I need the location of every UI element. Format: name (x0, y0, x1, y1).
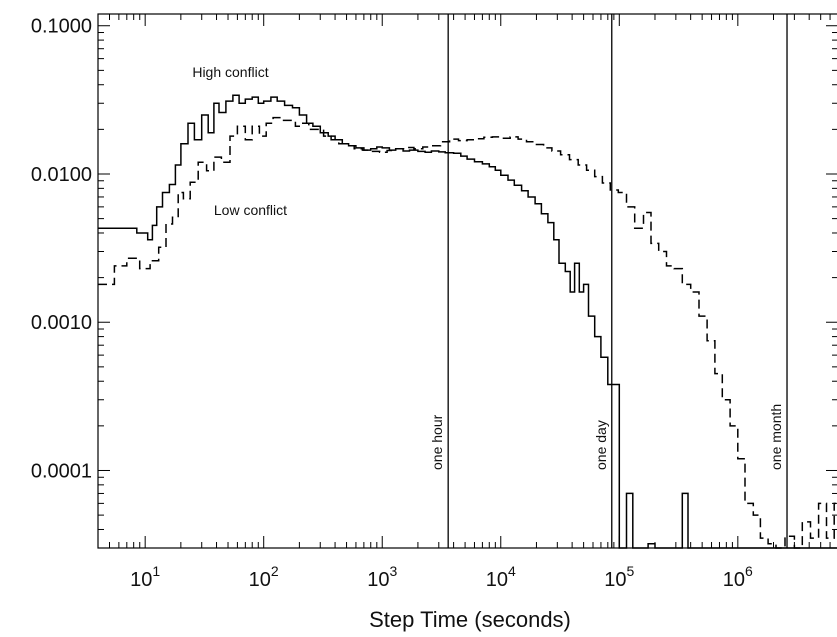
low-conflict-series (98, 116, 837, 549)
series-annotation: High conflict (192, 64, 268, 80)
tick-labels: 101 102 103 104 105 106 0.1000 0.0100 0.0010 0.00… (31, 16, 753, 591)
x-tick-label: 102 (249, 563, 279, 591)
axis-ticks (97, 14, 837, 549)
reference-lines: one hour one day one month (429, 14, 788, 548)
plot-frame (97, 13, 837, 549)
x-tick-label: 106 (723, 563, 753, 591)
series-annotation: Low conflict (214, 202, 287, 218)
x-tick-label: 104 (486, 563, 516, 591)
x-tick-label: 101 (130, 563, 160, 591)
y-tick-label: 0.0100 (31, 164, 92, 186)
reference-line-label: one day (593, 420, 609, 470)
high-conflict-series (98, 94, 837, 549)
y-tick-label: 0.0010 (31, 312, 92, 334)
x-axis-title: Step Time (seconds) (369, 607, 571, 632)
reference-line-label: one month (768, 404, 784, 470)
y-tick-label: 0.0001 (31, 460, 92, 482)
y-tick-label: 0.1000 (31, 16, 92, 38)
x-tick-label: 103 (367, 563, 397, 591)
annotations: High conflict Low conflict (192, 64, 287, 218)
series-layer (98, 94, 837, 549)
x-tick-label: 105 (604, 563, 634, 591)
reference-line-label: one hour (429, 414, 445, 470)
